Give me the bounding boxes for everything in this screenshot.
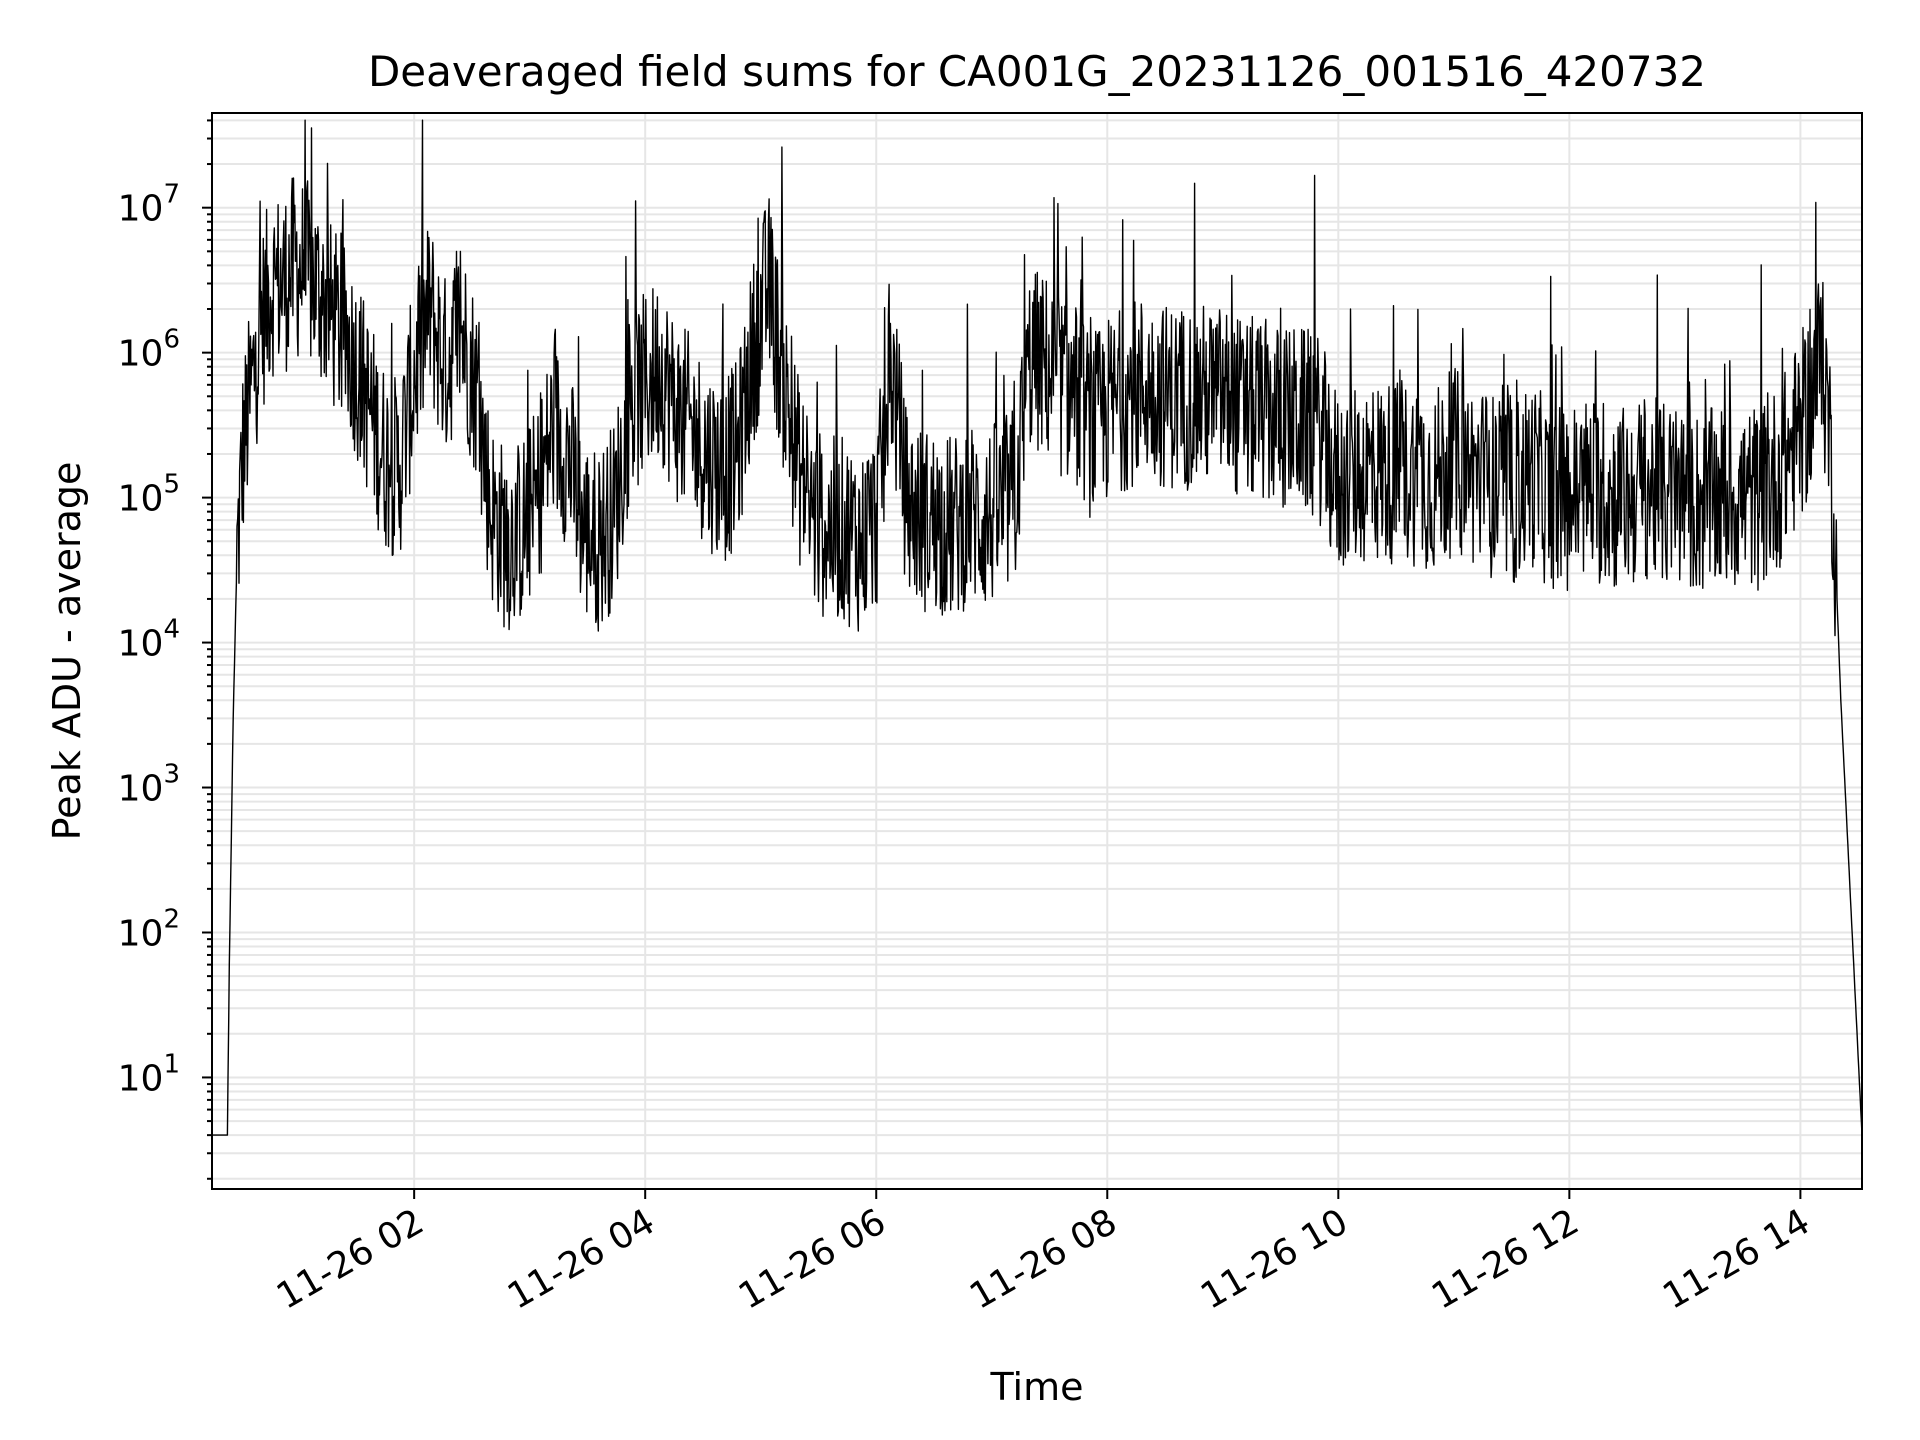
series-line bbox=[211, 119, 1863, 1136]
y-axis-label: Peak ADU - average bbox=[45, 462, 89, 841]
chart-title: Deaveraged field sums for CA001G_2023112… bbox=[368, 47, 1706, 96]
y-tick-label: 106 bbox=[118, 325, 180, 375]
y-tick-label: 102 bbox=[118, 904, 180, 954]
x-axis-label: Time bbox=[990, 1365, 1084, 1409]
y-tick-label: 103 bbox=[118, 760, 180, 810]
series-layer bbox=[211, 119, 1863, 1136]
y-tick-labels: 101 102 103 104 105 106 107 bbox=[118, 180, 180, 1100]
y-tick-label: 104 bbox=[118, 615, 180, 665]
y-tick-label: 101 bbox=[118, 1049, 180, 1099]
y-tick-label: 105 bbox=[118, 470, 180, 520]
plot-frame bbox=[211, 112, 1863, 1190]
y-tick-label: 107 bbox=[118, 180, 180, 230]
